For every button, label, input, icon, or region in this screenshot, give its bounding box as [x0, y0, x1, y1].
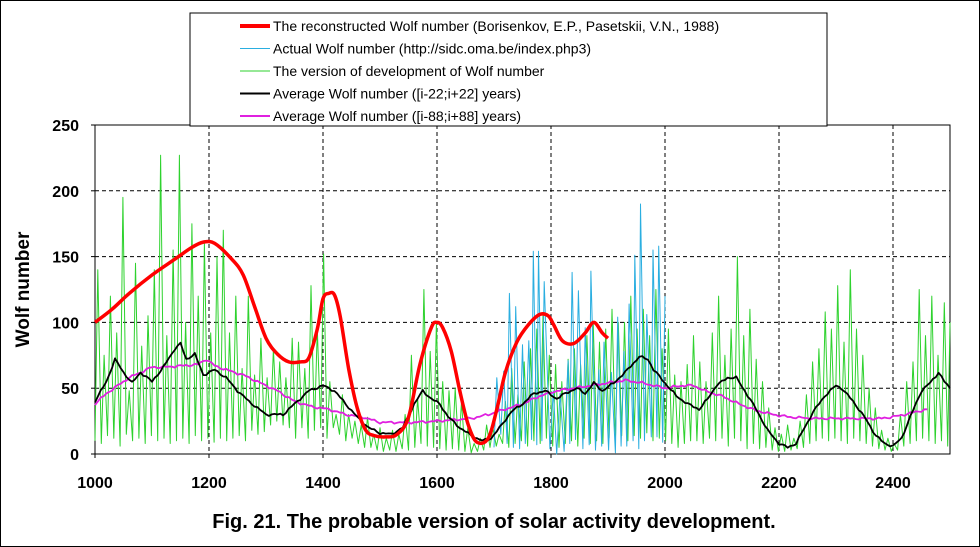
- legend: The reconstructed Wolf number (Borisenko…: [189, 12, 828, 127]
- series-line-5: [94, 359, 928, 425]
- y-tick-label: 50: [61, 381, 79, 398]
- x-tick-label: 1200: [191, 475, 227, 492]
- series-line-4: [94, 341, 951, 449]
- legend-label: Average Wolf number ([i-22;i+22] years): [273, 86, 521, 102]
- legend-items: The reconstructed Wolf number (Borisenko…: [240, 18, 719, 124]
- x-tick-label: 1800: [533, 475, 569, 492]
- y-tick-label: 0: [70, 447, 79, 464]
- y-axis-tick-labels: 0 50 100 150 200 250: [52, 118, 95, 464]
- legend-box: [189, 12, 828, 127]
- x-tick-label: 2000: [647, 475, 683, 492]
- x-tick-label: 1600: [419, 475, 455, 492]
- series-layer: [93, 154, 951, 455]
- x-tick-label: 1000: [77, 475, 113, 492]
- figure-caption: Fig. 21. The probable version of solar a…: [212, 511, 775, 533]
- x-axis-tick-labels: 1000 1200 1400 1600 1800 2000 2200 2400: [77, 454, 911, 492]
- y-axis-label: Wolf number: [13, 231, 34, 347]
- legend-label: Actual Wolf number (http://sidc.oma.be/i…: [273, 41, 591, 57]
- series-line-2: [493, 203, 666, 455]
- x-tick-label: 2400: [875, 475, 911, 492]
- y-tick-label: 250: [52, 118, 79, 135]
- series-line-1: [93, 239, 610, 446]
- legend-label: The version of development of Wolf numbe…: [273, 63, 545, 79]
- y-tick-label: 150: [52, 250, 79, 267]
- series-line-3: [94, 154, 951, 454]
- legend-label: Average Wolf number ([i-88;i+88] years): [273, 108, 521, 124]
- x-tick-label: 2200: [761, 475, 797, 492]
- x-tick-label: 1400: [305, 475, 341, 492]
- y-tick-label: 200: [52, 184, 79, 201]
- legend-label: The reconstructed Wolf number (Borisenko…: [273, 18, 719, 34]
- y-tick-label: 100: [52, 315, 79, 332]
